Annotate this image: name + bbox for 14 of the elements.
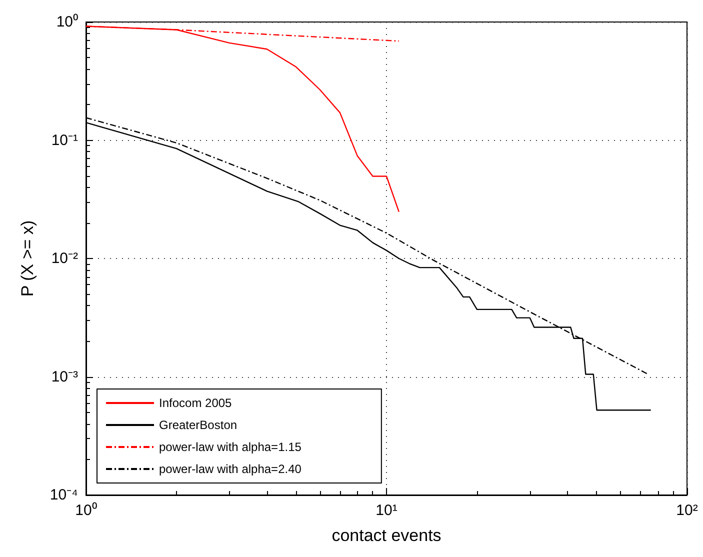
legend-label: power-law with alpha=1.15 <box>159 440 302 454</box>
x-tick-label: 10¹ <box>376 502 398 519</box>
legend-label: power-law with alpha=2.40 <box>159 462 302 476</box>
x-tick-label: 10² <box>676 502 698 519</box>
y-tick-label: 10⁻⁴ <box>50 486 78 504</box>
y-tick-label: 10⁰ <box>56 14 78 30</box>
y-axis-title: P (X >= x) <box>18 220 37 297</box>
x-tick-label: 10⁰ <box>75 502 97 519</box>
y-tick-label: 10⁻³ <box>51 368 78 386</box>
x-axis-title: contact events <box>332 526 442 545</box>
legend-label: GreaterBoston <box>159 418 238 432</box>
y-tick-label: 10⁻² <box>51 250 78 267</box>
y-tick-label: 10⁻¹ <box>51 132 78 149</box>
legend-label: Infocom 2005 <box>159 396 232 410</box>
